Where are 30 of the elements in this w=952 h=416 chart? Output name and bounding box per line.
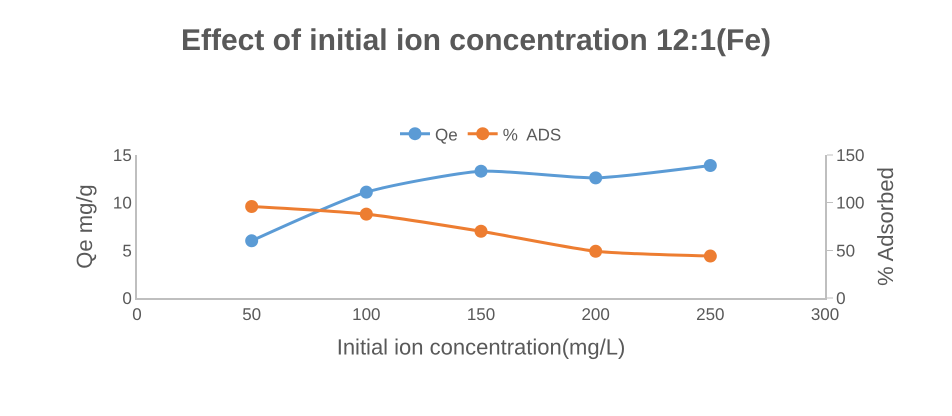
point bbox=[704, 158, 717, 172]
legend-label: % ADS bbox=[502, 125, 562, 144]
x-tick-label: 50 bbox=[242, 305, 262, 324]
y-tick-label: 0 bbox=[122, 288, 132, 308]
x-tick-label: 100 bbox=[352, 305, 381, 324]
point bbox=[474, 224, 488, 238]
x-tick-label: 250 bbox=[696, 305, 725, 324]
x-tick-label: 200 bbox=[581, 305, 610, 324]
y2-tick-label: 100 bbox=[836, 194, 865, 213]
chart-title: Effect of initial ion concentration 12:1(Fe) bbox=[180, 24, 772, 58]
point bbox=[360, 186, 373, 199]
point bbox=[704, 250, 717, 263]
y2-tick-label: 50 bbox=[836, 241, 856, 260]
y2-tick-label: 0 bbox=[836, 288, 846, 308]
y-axis-title: Qe mg/g bbox=[72, 184, 98, 269]
legend-label: Qe bbox=[435, 125, 458, 144]
y2-tick-label: 150 bbox=[836, 146, 865, 165]
x-tick-label: 300 bbox=[810, 305, 840, 324]
x-axis-title: Initial ion concentration(mg/L) bbox=[336, 334, 626, 360]
point bbox=[245, 234, 258, 248]
point bbox=[589, 244, 602, 258]
x-tick-label: 150 bbox=[466, 305, 496, 324]
point bbox=[360, 208, 373, 221]
y-tick-label: 15 bbox=[112, 146, 132, 165]
point bbox=[474, 164, 488, 178]
y-tick-label: 5 bbox=[122, 241, 132, 260]
point bbox=[589, 171, 602, 184]
point bbox=[245, 200, 258, 213]
y2-axis-title: % Adsorbed bbox=[872, 167, 898, 286]
y-tick-label: 10 bbox=[112, 194, 132, 213]
